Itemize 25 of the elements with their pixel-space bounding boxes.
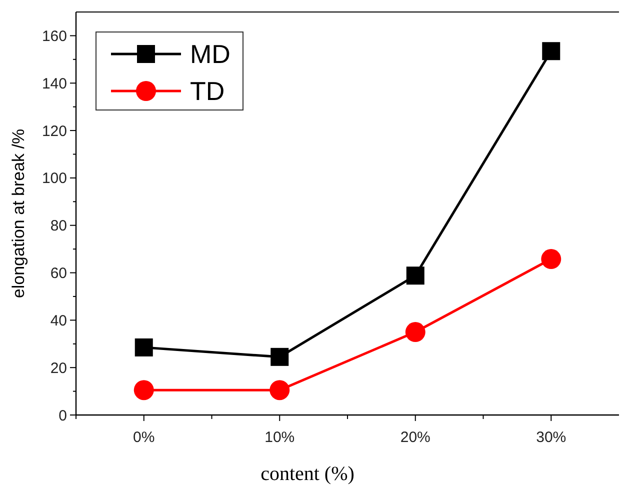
point	[270, 380, 290, 400]
legend-label: TD	[190, 76, 225, 106]
y-tick-label: 80	[50, 218, 67, 235]
x-tick-label: 20%	[400, 429, 430, 446]
y-tick-label: 160	[42, 28, 67, 45]
y-tick-label: 100	[42, 170, 67, 188]
point	[405, 322, 426, 342]
x-axis-title: content (%)	[260, 463, 354, 485]
point	[542, 42, 560, 60]
x-tick-label: 10%	[264, 429, 295, 446]
point	[134, 380, 154, 400]
y-tick-label: 120	[42, 122, 67, 140]
y-tick-label: 0	[58, 407, 67, 424]
point	[541, 249, 562, 270]
point	[134, 338, 153, 356]
y-tick-label: 20	[50, 360, 67, 377]
y-tick-label: 40	[50, 312, 67, 330]
y-tick-label: 140	[42, 75, 67, 92]
point	[270, 348, 289, 366]
x-tick-label: 0%	[133, 429, 155, 446]
legend-label: MD	[190, 39, 230, 70]
y-tick-label: 60	[50, 265, 67, 282]
point	[406, 266, 424, 285]
y-axis-title: elongation at break /%	[9, 128, 28, 298]
x-tick-label: 30%	[536, 429, 566, 446]
